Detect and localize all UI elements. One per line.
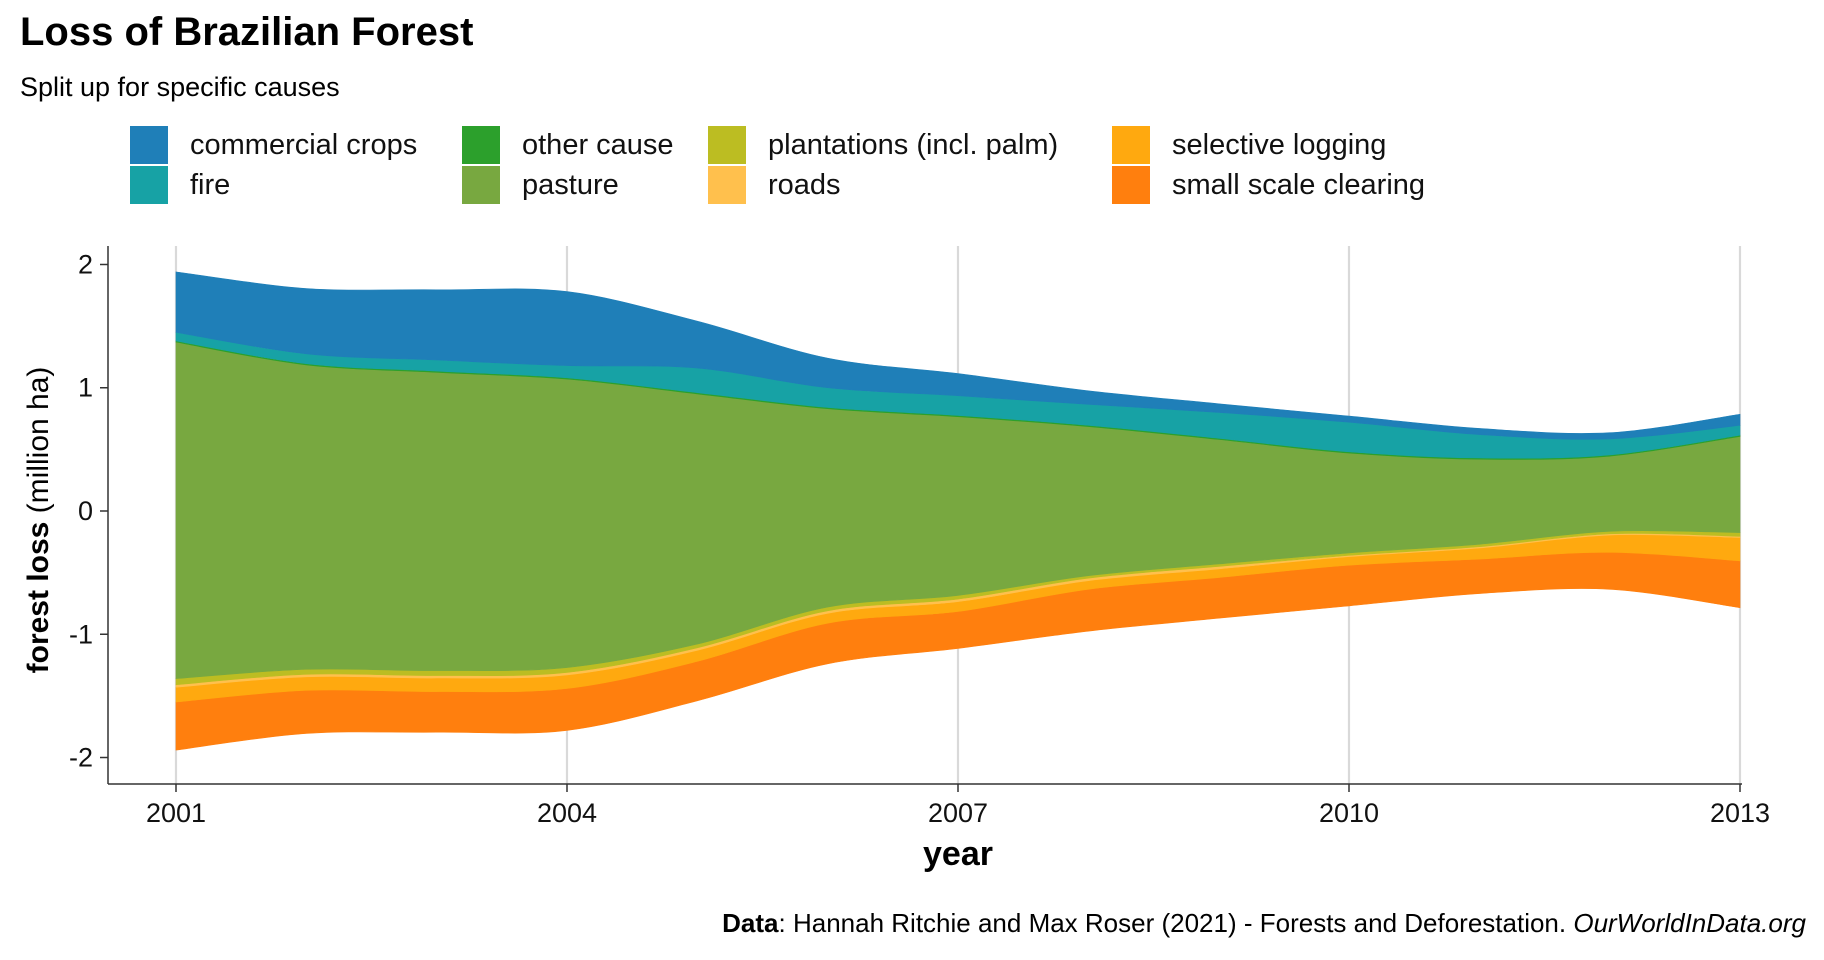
chart-subtitle: Split up for specific causes [20, 72, 340, 102]
caption-label: Data [722, 908, 779, 938]
legend-label-commercial-crops: commercial crops [190, 128, 418, 161]
source-caption: Data: Hannah Ritchie and Max Roser (2021… [722, 908, 1806, 939]
x-tick-label-2004: 2004 [537, 798, 597, 828]
caption-text: : Hannah Ritchie and Max Roser (2021) - … [778, 908, 1574, 938]
legend-key-small-scale-clearing [1112, 166, 1150, 204]
legend-label-small-scale-clearing: small scale clearing [1172, 168, 1426, 201]
legend-key-other-cause [462, 126, 500, 164]
legend-key-pasture [462, 166, 500, 204]
y-tick-label-1: 1 [78, 373, 93, 403]
legend-key-commercial-crops [130, 126, 168, 164]
x-tick-label-2013: 2013 [1710, 798, 1770, 828]
y-tick-label--1: -1 [69, 619, 93, 649]
area-commercial-crops [175, 271, 1741, 440]
legend-item-small-scale-clearing: small scale clearing [1112, 165, 1425, 205]
y-tick-label-0: 0 [78, 496, 93, 526]
legend-label-other-cause: other cause [522, 128, 674, 161]
x-tick-label-2001: 2001 [146, 798, 206, 828]
legend-key-plantations [708, 126, 746, 164]
legend-item-plantations: plantations (incl. palm) [708, 125, 1058, 165]
caption-site: OurWorldInData.org [1573, 908, 1806, 938]
legend-label-fire: fire [190, 168, 231, 201]
legend-item-fire: fire [130, 165, 230, 205]
legend-key-selective-logging [1112, 126, 1150, 164]
stream-areas [175, 271, 1741, 751]
x-axis-title: year [923, 835, 993, 873]
legend-key-fire [130, 166, 168, 204]
legend-item-roads: roads [708, 165, 841, 205]
axes [107, 246, 1742, 785]
x-tick-label-2010: 2010 [1319, 798, 1379, 828]
x-tick-label-2007: 2007 [928, 798, 988, 828]
legend-item-other-cause: other cause [462, 125, 674, 165]
legend-item-selective-logging: selective logging [1112, 125, 1386, 165]
y-axis-title: forest loss (million ha) [22, 367, 55, 674]
legend-label-plantations: plantations (incl. palm) [768, 128, 1059, 161]
legend-key-roads [708, 166, 746, 204]
y-tick-label-2: 2 [78, 249, 93, 279]
chart-title: Loss of Brazilian Forest [20, 10, 474, 54]
legend-item-commercial-crops: commercial crops [130, 125, 417, 165]
y-axis-title-bold: forest loss [22, 522, 55, 674]
legend-item-pasture: pasture [462, 165, 619, 205]
tick-labels: 2001 2004 2007 2010 2013 2 1 0 -1 -2 [69, 249, 1770, 828]
legend: commercial crops fire other cause pastur… [130, 125, 1530, 215]
legend-label-pasture: pasture [522, 168, 619, 201]
legend-label-selective-logging: selective logging [1172, 128, 1387, 161]
y-tick-label--2: -2 [69, 743, 93, 773]
legend-label-roads: roads [768, 168, 841, 201]
y-axis-title-unit: (million ha) [22, 367, 55, 522]
